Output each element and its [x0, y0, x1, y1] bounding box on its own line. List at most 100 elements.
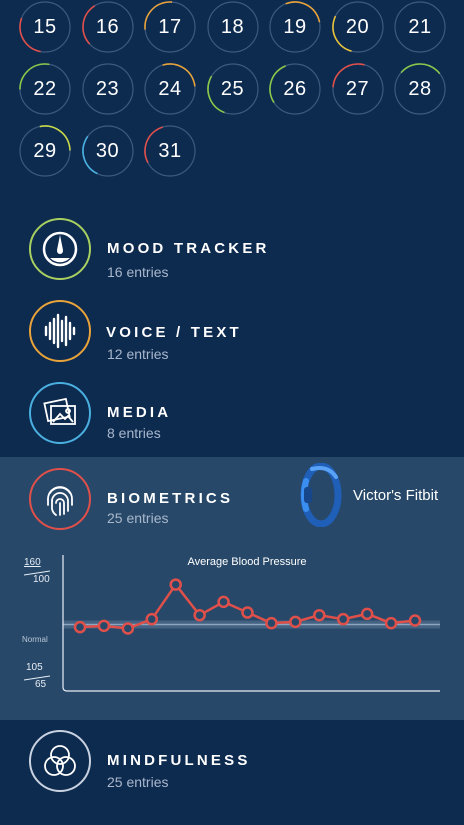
calendar-day-ring [144, 125, 196, 177]
calendar-day-label: 18 [220, 15, 245, 38]
blood-pressure-point [408, 614, 422, 627]
mindfulness-row[interactable]: MINDFULNESS 25 entries [0, 730, 464, 800]
calendar-day-label: 27 [345, 77, 370, 100]
calendar-day-ring [19, 63, 71, 115]
calendar-day-ring [19, 125, 71, 177]
blood-pressure-point [360, 607, 374, 621]
mindfulness-entries: 25 entries [107, 774, 169, 790]
calendar-day[interactable]: 22 [19, 63, 71, 115]
calendar-day[interactable]: 17 [144, 1, 196, 53]
calendar-day-ring [206, 63, 259, 115]
media-row[interactable]: MEDIA 8 entries [0, 382, 464, 452]
blood-pressure-point [145, 612, 159, 626]
sound-wave-icon [44, 313, 76, 349]
voice-text-icon-ring [29, 300, 91, 362]
calendar-day-label: 15 [33, 15, 57, 38]
biometrics-row[interactable]: BIOMETRICS 25 entries [0, 468, 464, 538]
blood-pressure-point [336, 612, 350, 626]
calendar-day-ring [331, 63, 384, 115]
calendar-day[interactable]: 16 [81, 1, 134, 53]
biometrics-title: BIOMETRICS [107, 490, 234, 507]
calendar-day-label: 31 [158, 139, 182, 162]
fitbit-label[interactable]: Victor's Fitbit [353, 487, 439, 504]
calendar-day-label: 21 [408, 15, 432, 38]
calendar-day[interactable]: 21 [394, 1, 446, 53]
blood-pressure-point [193, 608, 206, 622]
y-bottom-label-num: 105 [26, 662, 43, 673]
calendar-day-label: 23 [95, 77, 120, 100]
calendar-day-label: 28 [408, 77, 432, 100]
calendar-day[interactable]: 15 [19, 1, 71, 53]
calendar-day-label: 29 [33, 139, 57, 162]
calendar-day-ring [269, 1, 321, 53]
voice-text-row[interactable]: VOICE / TEXT 12 entries [0, 300, 464, 370]
blood-pressure-point [384, 616, 398, 630]
calendar-day-ring [269, 63, 321, 115]
calendar-day-ring [394, 1, 446, 53]
calendar-day[interactable]: 28 [394, 63, 446, 115]
calendar-day[interactable]: 30 [81, 125, 134, 177]
y-bottom-label-den: 65 [35, 679, 47, 690]
mood-tracker-entries: 16 entries [107, 264, 169, 280]
chart-title: Average Blood Pressure [187, 556, 307, 568]
calendar-day-ring [81, 125, 134, 177]
calendar-day-ring [19, 1, 71, 53]
mindfulness-title: MINDFULNESS [107, 752, 251, 769]
blood-pressure-point [289, 615, 302, 629]
fingerprint-icon [47, 486, 73, 516]
calendar-grid: 15 16 17 18 19 20 21 22 23 24 25 26 27 28 29 30 31 [0, 0, 464, 190]
calendar-day-ring [394, 63, 446, 115]
y-top-label-num: 160 [24, 557, 41, 568]
calendar-day-label: 16 [95, 15, 120, 38]
blood-pressure-point [169, 578, 182, 591]
calendar-day-ring [331, 1, 384, 53]
mindfulness-icon-ring [29, 730, 91, 792]
calendar-day-label: 24 [158, 77, 182, 100]
blood-pressure-chart [62, 555, 440, 692]
mood-tracker-icon-ring [29, 218, 91, 280]
calendar-day-ring [144, 1, 196, 53]
y-top-label-den: 100 [33, 574, 50, 585]
calendar-day-label: 22 [33, 77, 57, 100]
calendar-day[interactable]: 26 [269, 63, 321, 115]
x-axis [62, 686, 440, 692]
calendar-day[interactable]: 23 [81, 63, 134, 115]
calendar-day[interactable]: 24 [144, 63, 196, 115]
normal-band-label: Normal [22, 635, 48, 644]
calendar-day-label: 19 [283, 15, 307, 38]
calendar-day-ring [206, 1, 259, 53]
y-bottom-label-divider [23, 675, 51, 681]
calendar-day-label: 26 [283, 77, 307, 100]
calendar-day[interactable]: 31 [144, 125, 196, 177]
calendar-day[interactable]: 18 [206, 1, 259, 53]
calendar-day-ring [144, 63, 196, 115]
biometrics-icon-ring [29, 468, 91, 530]
media-icon-ring [29, 382, 91, 444]
photos-icon [43, 397, 76, 425]
blood-pressure-point [217, 595, 230, 609]
blood-pressure-point [121, 622, 135, 635]
media-entries: 8 entries [107, 425, 161, 441]
mood-tracker-row[interactable]: MOOD TRACKER 16 entries [0, 218, 464, 288]
y-top-label-divider [23, 570, 51, 576]
calendar-day[interactable]: 19 [269, 1, 321, 53]
calendar-day-label: 30 [95, 139, 120, 162]
calendar-day[interactable]: 20 [331, 1, 384, 53]
calendar-day-ring [81, 1, 134, 53]
calendar-day-label: 25 [220, 77, 245, 100]
voice-text-title: VOICE / TEXT [106, 324, 242, 341]
blood-pressure-point [313, 608, 326, 622]
calendar-day-ring [81, 63, 134, 115]
media-title: MEDIA [107, 404, 172, 421]
blood-pressure-point [241, 606, 254, 619]
mood-tracker-title: MOOD TRACKER [107, 240, 270, 257]
calendar-day[interactable]: 27 [331, 63, 384, 115]
calendar-day[interactable]: 29 [19, 125, 71, 177]
calendar-day-label: 17 [158, 15, 182, 38]
fitbit-band-icon[interactable] [298, 463, 344, 527]
voice-text-entries: 12 entries [107, 346, 169, 362]
blood-pressure-point [265, 616, 278, 630]
calendar-day-label: 20 [345, 15, 370, 38]
calendar-day[interactable]: 25 [206, 63, 259, 115]
biometrics-entries: 25 entries [107, 510, 169, 526]
